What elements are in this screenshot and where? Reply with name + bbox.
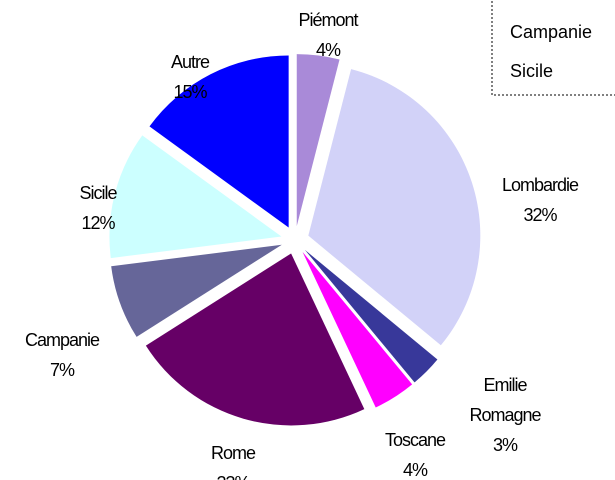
slice-label: Autre 15%	[145, 47, 235, 107]
legend-box	[491, 0, 615, 96]
category-label: Rome	[210, 443, 256, 463]
pie-slice	[302, 251, 413, 408]
slice-label: Sicile 12%	[53, 178, 143, 238]
pie-slice	[111, 244, 282, 337]
category-label: Lombardie	[501, 175, 579, 195]
value-label: 32%	[523, 205, 557, 225]
pie-slice	[145, 253, 365, 426]
value-label: 7%	[49, 360, 75, 380]
value-label: 4%	[402, 460, 428, 480]
value-label: 15%	[173, 82, 207, 102]
category-label: Emilie Romagne	[469, 375, 541, 425]
value-label: 4%	[315, 40, 341, 60]
slice-label: Lombardie 32%	[485, 170, 595, 230]
legend-entry: Sicile	[510, 61, 553, 81]
slice-label: Toscane 4%	[360, 425, 470, 480]
legend-entry: Campanie	[510, 22, 592, 42]
pie-slice	[304, 249, 438, 383]
category-label: Toscane	[384, 430, 446, 450]
slice-label: Rome 23%	[178, 438, 288, 480]
pie-slice	[149, 55, 289, 228]
slice-label: Emilie Romagne 3%	[450, 370, 560, 460]
pie-slice	[308, 69, 481, 346]
value-label: 12%	[81, 213, 115, 233]
pie-slice	[296, 54, 340, 227]
value-label: 3%	[492, 435, 518, 455]
slice-label: Piémont 4%	[273, 5, 383, 65]
category-label: Sicile	[79, 183, 117, 203]
pie-slice	[109, 135, 282, 259]
slice-label: Campanie 7%	[7, 325, 117, 385]
category-label: Campanie	[24, 330, 100, 350]
value-label: 23%	[178, 468, 288, 480]
category-label: Piémont	[298, 10, 358, 30]
category-label: Autre	[170, 52, 210, 72]
